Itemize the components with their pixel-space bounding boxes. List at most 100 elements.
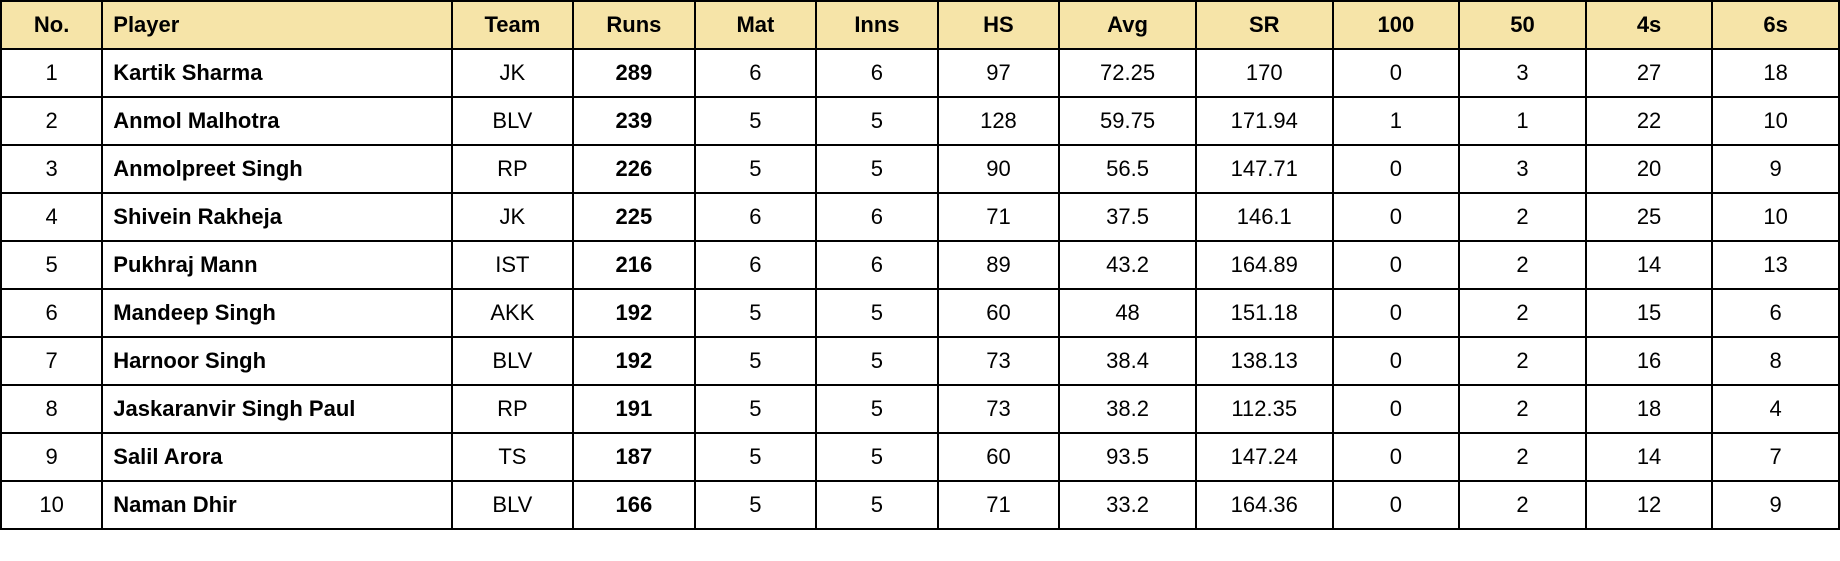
table-header: No. Player Team Runs Mat Inns HS Avg SR … (1, 1, 1839, 49)
cell-hs: 71 (938, 481, 1060, 529)
cell-c4s: 22 (1586, 97, 1713, 145)
cell-c50: 2 (1459, 337, 1586, 385)
cell-team: BLV (452, 337, 574, 385)
cell-player: Anmolpreet Singh (102, 145, 451, 193)
cell-mat: 5 (695, 145, 817, 193)
cell-mat: 5 (695, 289, 817, 337)
table-row: 5Pukhraj MannIST216668943.2164.89021413 (1, 241, 1839, 289)
cell-mat: 5 (695, 97, 817, 145)
cell-c100: 0 (1333, 193, 1460, 241)
cell-inns: 5 (816, 97, 938, 145)
cell-avg: 33.2 (1059, 481, 1196, 529)
cell-sr: 147.24 (1196, 433, 1333, 481)
cell-c4s: 18 (1586, 385, 1713, 433)
cell-sr: 112.35 (1196, 385, 1333, 433)
cell-no: 2 (1, 97, 102, 145)
cell-sr: 171.94 (1196, 97, 1333, 145)
cell-c4s: 15 (1586, 289, 1713, 337)
cell-c6s: 9 (1712, 481, 1839, 529)
cell-hs: 97 (938, 49, 1060, 97)
cell-sr: 164.36 (1196, 481, 1333, 529)
cell-runs: 226 (573, 145, 695, 193)
cell-c100: 0 (1333, 337, 1460, 385)
cell-c4s: 12 (1586, 481, 1713, 529)
cell-avg: 43.2 (1059, 241, 1196, 289)
cell-no: 10 (1, 481, 102, 529)
cell-hs: 89 (938, 241, 1060, 289)
cell-runs: 239 (573, 97, 695, 145)
table-row: 3Anmolpreet SinghRP226559056.5147.710320… (1, 145, 1839, 193)
cell-runs: 225 (573, 193, 695, 241)
cell-mat: 5 (695, 337, 817, 385)
col-header-player: Player (102, 1, 451, 49)
cell-avg: 48 (1059, 289, 1196, 337)
table-row: 9Salil AroraTS187556093.5147.2402147 (1, 433, 1839, 481)
col-header-4s: 4s (1586, 1, 1713, 49)
col-header-inns: Inns (816, 1, 938, 49)
cell-runs: 192 (573, 289, 695, 337)
cell-runs: 166 (573, 481, 695, 529)
cell-c4s: 14 (1586, 433, 1713, 481)
cell-c6s: 10 (1712, 97, 1839, 145)
cell-sr: 164.89 (1196, 241, 1333, 289)
cell-no: 8 (1, 385, 102, 433)
cell-player: Naman Dhir (102, 481, 451, 529)
table-row: 10Naman DhirBLV166557133.2164.3602129 (1, 481, 1839, 529)
cell-c4s: 16 (1586, 337, 1713, 385)
cell-c50: 2 (1459, 193, 1586, 241)
cell-c50: 2 (1459, 241, 1586, 289)
cell-sr: 170 (1196, 49, 1333, 97)
cell-c6s: 6 (1712, 289, 1839, 337)
col-header-team: Team (452, 1, 574, 49)
cell-c50: 3 (1459, 145, 1586, 193)
cell-c100: 0 (1333, 433, 1460, 481)
cell-c6s: 9 (1712, 145, 1839, 193)
cell-runs: 289 (573, 49, 695, 97)
cell-mat: 6 (695, 241, 817, 289)
cell-inns: 5 (816, 433, 938, 481)
col-header-runs: Runs (573, 1, 695, 49)
cell-c4s: 25 (1586, 193, 1713, 241)
cell-inns: 6 (816, 241, 938, 289)
cell-hs: 73 (938, 337, 1060, 385)
stats-table-container: No. Player Team Runs Mat Inns HS Avg SR … (0, 0, 1840, 561)
cell-mat: 6 (695, 49, 817, 97)
cell-player: Jaskaranvir Singh Paul (102, 385, 451, 433)
cell-inns: 5 (816, 481, 938, 529)
cell-sr: 151.18 (1196, 289, 1333, 337)
cell-no: 3 (1, 145, 102, 193)
cell-team: AKK (452, 289, 574, 337)
cell-c6s: 13 (1712, 241, 1839, 289)
cell-runs: 191 (573, 385, 695, 433)
cell-c50: 3 (1459, 49, 1586, 97)
cell-player: Shivein Rakheja (102, 193, 451, 241)
cell-player: Pukhraj Mann (102, 241, 451, 289)
cell-team: JK (452, 49, 574, 97)
cell-c6s: 8 (1712, 337, 1839, 385)
cell-c50: 1 (1459, 97, 1586, 145)
stats-table: No. Player Team Runs Mat Inns HS Avg SR … (0, 0, 1840, 530)
cell-avg: 56.5 (1059, 145, 1196, 193)
cell-avg: 38.4 (1059, 337, 1196, 385)
cell-no: 1 (1, 49, 102, 97)
table-body: 1Kartik SharmaJK289669772.251700327182An… (1, 49, 1839, 529)
cell-c50: 2 (1459, 289, 1586, 337)
cell-inns: 5 (816, 289, 938, 337)
col-header-no: No. (1, 1, 102, 49)
cell-team: TS (452, 433, 574, 481)
cell-avg: 59.75 (1059, 97, 1196, 145)
cell-avg: 38.2 (1059, 385, 1196, 433)
cell-team: BLV (452, 97, 574, 145)
table-row: 4Shivein RakhejaJK225667137.5146.1022510 (1, 193, 1839, 241)
cell-c100: 0 (1333, 49, 1460, 97)
cell-inns: 5 (816, 145, 938, 193)
cell-c6s: 7 (1712, 433, 1839, 481)
cell-hs: 60 (938, 289, 1060, 337)
cell-c50: 2 (1459, 481, 1586, 529)
cell-no: 7 (1, 337, 102, 385)
col-header-100: 100 (1333, 1, 1460, 49)
cell-c50: 2 (1459, 385, 1586, 433)
cell-c100: 0 (1333, 241, 1460, 289)
col-header-6s: 6s (1712, 1, 1839, 49)
cell-c4s: 14 (1586, 241, 1713, 289)
